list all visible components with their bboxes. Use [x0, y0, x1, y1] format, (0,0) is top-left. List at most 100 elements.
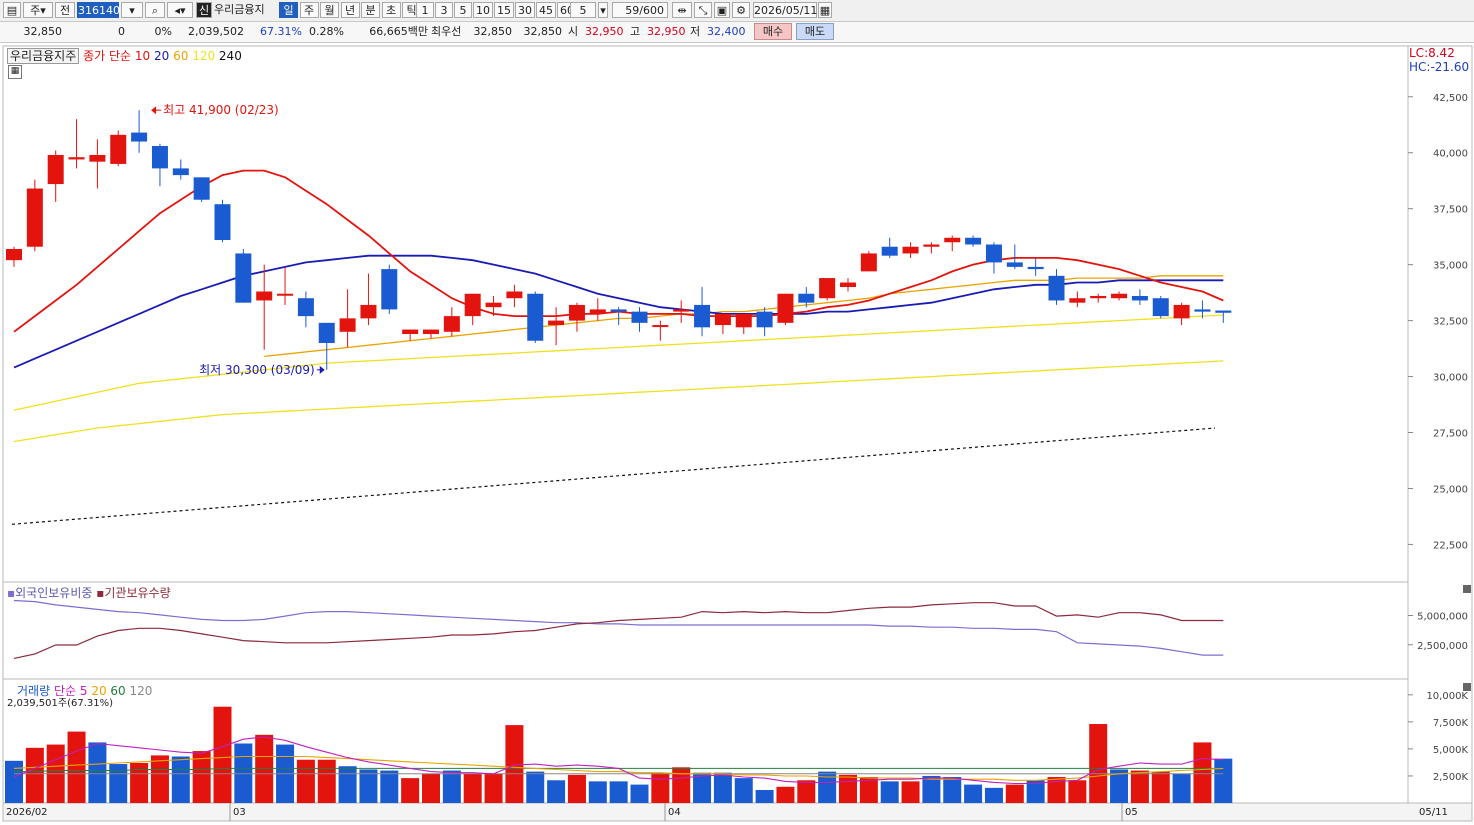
low-price: 32,400 [707, 25, 746, 38]
volume-tick-label: 5,000K [1433, 745, 1469, 756]
vol-ma20-legend[interactable]: 20 [91, 684, 107, 698]
best-ask: 32,850 [473, 25, 513, 38]
sell-button[interactable]: 매도 [796, 23, 834, 40]
price-tick-label: 42,500 [1433, 93, 1468, 104]
volume-legend-label[interactable]: 거래량 [17, 684, 51, 698]
code-dropdown-icon[interactable]: ▾ [121, 2, 143, 18]
candle-body [652, 325, 669, 328]
ma60-legend[interactable]: 60 [173, 49, 189, 63]
trade-amount: 66,665백만 [369, 25, 428, 38]
gear-icon[interactable]: ⚙ [732, 2, 750, 18]
date-input[interactable]: 2026/05/11 [753, 2, 818, 18]
x-march-label: 03 [233, 807, 246, 818]
main-legend: 우리금융지주 종가 단순 10 20 60 120 240 [7, 47, 242, 64]
holding-panel [2, 581, 1409, 680]
candle-body [1027, 266, 1044, 270]
stock-legend-name[interactable]: 우리금융지주 [7, 48, 80, 64]
ma240-line [13, 360, 1224, 443]
ma120-line [13, 314, 1224, 411]
stock-name: 우리금융지 [214, 3, 265, 16]
price-tick-label: 22,500 [1433, 540, 1468, 551]
search-icon[interactable]: ⌕ [145, 2, 165, 18]
price-tick-label: 25,000 [1433, 484, 1468, 495]
vol-ma120-legend[interactable]: 120 [129, 684, 153, 698]
volume-current: 2,039,501주(67.31%) [7, 698, 114, 709]
interval-input[interactable]: 5 [570, 2, 596, 18]
volume-bar [526, 771, 545, 803]
period-tab[interactable]: 분 [361, 2, 380, 18]
stock-code-input[interactable]: 316140 [77, 2, 120, 18]
candle-body [548, 320, 565, 326]
zoom-icon[interactable]: ⇹ [672, 2, 692, 18]
volume-bar [1172, 773, 1191, 803]
volume-bar [192, 751, 211, 803]
x-end-label: 05/11 [1419, 807, 1448, 818]
candle-body [1131, 295, 1148, 301]
save-icon[interactable]: ▣ [714, 2, 730, 18]
candle-body [6, 248, 22, 261]
volume-bar [1110, 769, 1129, 803]
candle-body [1173, 304, 1190, 319]
vol-ma60-legend[interactable]: 60 [110, 684, 126, 698]
vol-ma5-line [13, 736, 1224, 785]
period-tab[interactable]: 일 [279, 2, 298, 18]
ma240-legend[interactable]: 240 [218, 49, 242, 63]
open-price: 32,950 [585, 25, 624, 38]
open-label: 시 [568, 25, 579, 38]
chart-area[interactable]: 최고 41,900 (02/23) 최저 30,300 (03/09) 42,50… [0, 44, 1474, 825]
volume-bar [67, 731, 86, 803]
candle-body [923, 244, 940, 247]
count-input[interactable]: 59/600 [612, 2, 668, 18]
candle-body [1069, 298, 1086, 303]
vol-ma5-legend[interactable]: 단순 5 [53, 684, 88, 698]
period-tab[interactable]: 월 [320, 2, 339, 18]
low-annotation: 최저 30,300 (03/09) [199, 363, 315, 377]
ma120-legend[interactable]: 120 [192, 49, 216, 63]
interval-button[interactable]: 45 [536, 2, 556, 18]
change-percent: 0% [154, 25, 172, 38]
menu-icon[interactable]: ▤ [3, 2, 21, 18]
mode-select-1[interactable]: 주▾ [23, 2, 53, 18]
candle-body [819, 278, 836, 299]
volume-bar [901, 781, 920, 803]
volume-bar [776, 786, 795, 803]
interval-button[interactable]: 1 [416, 2, 434, 18]
holding-legend: ▪외국인보유비중 ▪기관보유수량 [7, 586, 171, 600]
interval-button[interactable]: 30 [515, 2, 535, 18]
candle-body [297, 298, 314, 317]
speaker-icon[interactable]: ◂▾ [167, 2, 193, 18]
crosshair-icon[interactable]: ⤡ [694, 2, 712, 18]
interval-button[interactable]: 5 [454, 2, 472, 18]
volume-bar [922, 775, 941, 803]
panel-close-icon[interactable] [1463, 585, 1471, 593]
interval-button[interactable]: 3 [435, 2, 453, 18]
interval-button[interactable]: 15 [494, 2, 514, 18]
y-axis-panel [1407, 45, 1473, 804]
high-arrow-icon [151, 106, 157, 115]
inst-legend[interactable]: 기관보유수량 [104, 586, 171, 600]
ma10-legend[interactable]: 종가 단순 10 [83, 49, 151, 63]
panel-close-icon[interactable] [1463, 683, 1471, 691]
volume-bar [422, 773, 440, 803]
period-tab[interactable]: 초 [381, 2, 401, 18]
interval-dropdown-icon[interactable]: ▾ [598, 2, 608, 18]
low-label: 저 [690, 25, 701, 38]
volume-bar [1047, 777, 1066, 803]
candle-body [735, 313, 752, 328]
ask-label: 최우선 [431, 25, 462, 38]
hc-value: HC:-21.60 [1409, 60, 1470, 74]
interval-button[interactable]: 10 [473, 2, 493, 18]
period-tab[interactable]: 년 [340, 2, 360, 18]
volume-bar [547, 780, 566, 803]
ma20-legend[interactable]: 20 [153, 49, 170, 63]
candle-body [798, 293, 815, 303]
volume-bar [5, 760, 23, 803]
calendar-icon[interactable]: ▦ [818, 2, 832, 18]
buy-button[interactable]: 매수 [754, 23, 792, 40]
candle-body [485, 302, 502, 308]
grid-toggle-icon[interactable]: ▦ [8, 65, 22, 79]
mode-select-2[interactable]: 전 [55, 2, 75, 18]
foreign-legend[interactable]: 외국인보유비중 [15, 586, 93, 600]
volume-bar [1151, 771, 1170, 803]
period-tab[interactable]: 주 [299, 2, 319, 18]
